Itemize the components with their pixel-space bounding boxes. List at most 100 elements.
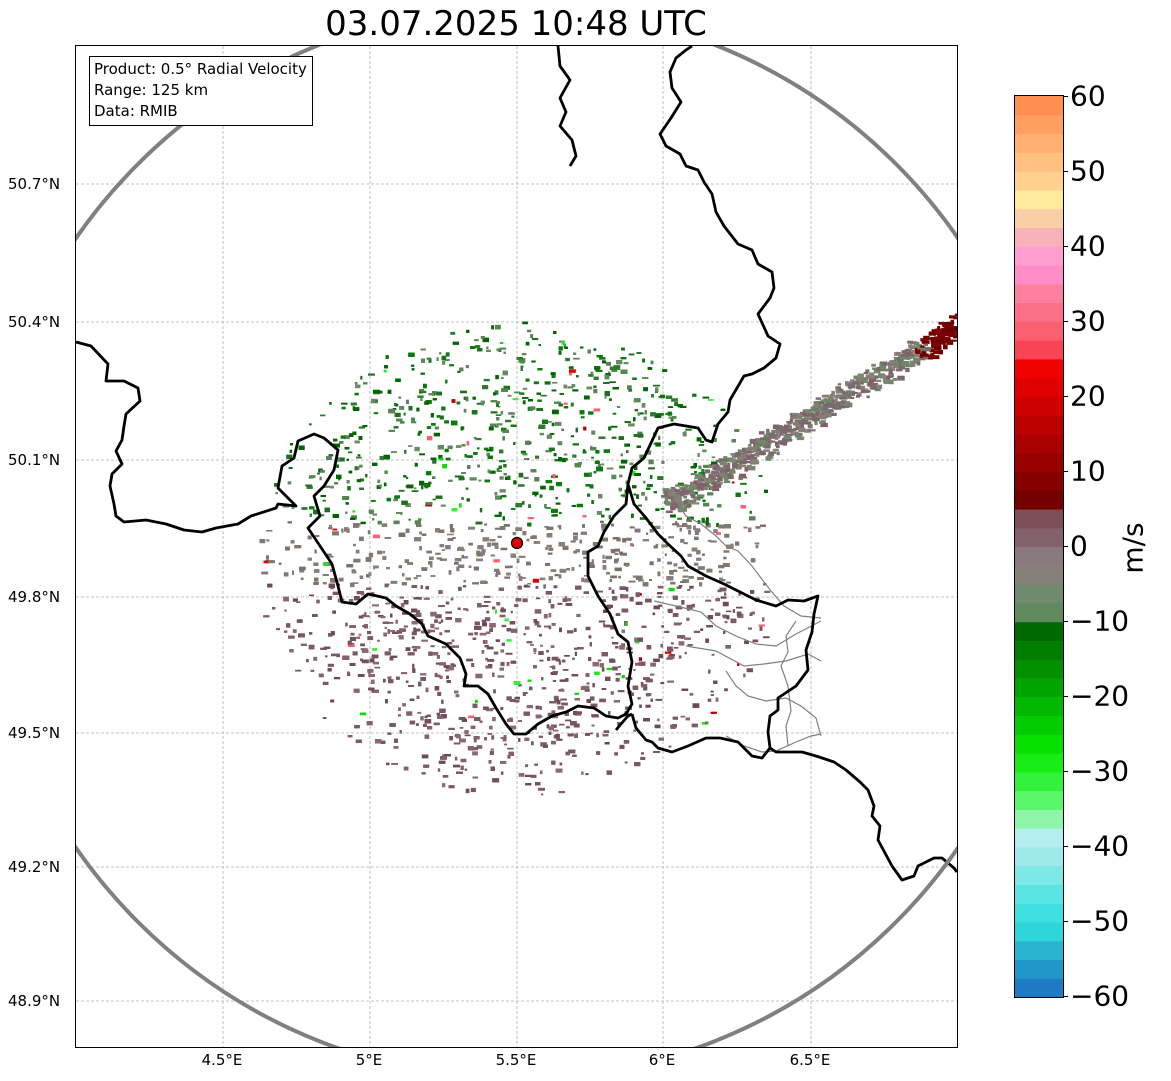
echo-pixel bbox=[657, 558, 661, 562]
echo-pixel bbox=[490, 766, 495, 771]
echo-pixel bbox=[529, 686, 533, 691]
echo-pixel bbox=[452, 664, 456, 667]
echo-pixel bbox=[763, 449, 770, 452]
echo-pixel bbox=[352, 651, 358, 656]
echo-pixel bbox=[604, 391, 610, 396]
radar-map[interactable] bbox=[76, 46, 957, 1047]
echo-pixel bbox=[368, 572, 372, 576]
echo-pixel bbox=[466, 329, 470, 333]
echo-pixel bbox=[439, 352, 442, 355]
echo-pixel bbox=[675, 605, 682, 609]
echo-pixel bbox=[543, 584, 546, 589]
echo-pixel bbox=[692, 502, 700, 505]
echo-pixel bbox=[468, 632, 474, 636]
echo-pixel bbox=[495, 324, 501, 330]
echo-pixel bbox=[776, 451, 780, 456]
echo-pixel bbox=[949, 315, 956, 319]
echo-pixel bbox=[539, 659, 544, 662]
echo-pixel bbox=[737, 613, 744, 618]
echo-pixel bbox=[603, 382, 610, 384]
echo-pixel bbox=[492, 717, 496, 722]
echo-pixel bbox=[283, 630, 288, 633]
echo-pixel bbox=[389, 656, 394, 661]
echo-pixel bbox=[400, 603, 405, 608]
echo-pixel bbox=[603, 449, 610, 453]
echo-pixel bbox=[587, 493, 591, 497]
echo-pixel bbox=[484, 523, 488, 526]
echo-pixel bbox=[691, 603, 695, 608]
echo-pixel bbox=[309, 423, 312, 426]
echo-pixel bbox=[309, 632, 313, 635]
echo-pixel bbox=[409, 698, 415, 701]
echo-pixel bbox=[387, 690, 391, 694]
echo-pixel bbox=[620, 494, 625, 497]
echo-pixel bbox=[621, 608, 629, 613]
echo-pixel bbox=[707, 698, 712, 702]
echo-pixel bbox=[611, 369, 618, 372]
echo-pixel bbox=[504, 576, 510, 579]
echo-pixel bbox=[588, 635, 592, 639]
echo-pixel bbox=[610, 575, 617, 579]
echo-pixel bbox=[385, 355, 389, 359]
echo-pixel bbox=[568, 749, 576, 754]
echo-pixel bbox=[670, 727, 676, 729]
echo-pixel bbox=[672, 613, 679, 617]
echo-pixel bbox=[394, 495, 400, 499]
echo-pixel bbox=[292, 629, 297, 633]
echo-pixel bbox=[341, 406, 346, 410]
echo-pixel bbox=[845, 381, 849, 386]
echo-pixel bbox=[707, 539, 712, 542]
echo-pixel bbox=[500, 771, 504, 775]
echo-pixel bbox=[323, 646, 331, 649]
echo-pixel bbox=[633, 729, 636, 732]
echo-pixel bbox=[292, 570, 294, 575]
echo-pixel bbox=[922, 356, 929, 360]
echo-pixel bbox=[688, 576, 694, 579]
echo-pixel bbox=[809, 408, 816, 412]
echo-pixel bbox=[436, 391, 442, 396]
echo-pixel bbox=[396, 418, 403, 422]
radar-map-panel[interactable] bbox=[75, 45, 958, 1048]
echo-pixel bbox=[486, 646, 494, 650]
echo-pixel bbox=[583, 449, 586, 453]
echo-pixel bbox=[682, 432, 687, 437]
echo-pixel bbox=[465, 365, 469, 369]
echo-pixel bbox=[793, 431, 799, 436]
echo-pixel bbox=[676, 525, 684, 528]
echo-pixel bbox=[357, 674, 365, 677]
echo-pixel bbox=[682, 575, 689, 578]
echo-pixel bbox=[474, 717, 481, 721]
echo-pixel bbox=[448, 727, 455, 730]
echo-pixel bbox=[421, 533, 427, 536]
echo-pixel bbox=[470, 725, 476, 729]
echo-pixel bbox=[886, 375, 891, 380]
echo-pixel bbox=[680, 538, 685, 543]
echo-pixel bbox=[655, 543, 659, 547]
echo-pixel bbox=[440, 504, 446, 507]
echo-pixel bbox=[522, 397, 529, 399]
echo-pixel bbox=[665, 510, 673, 514]
echo-pixel bbox=[718, 468, 724, 471]
echo-pixel bbox=[705, 638, 709, 643]
echo-pixel bbox=[925, 356, 933, 360]
echo-pixel bbox=[625, 564, 629, 567]
echo-pixel bbox=[451, 420, 458, 426]
echo-pixel bbox=[507, 475, 511, 480]
echo-pixel bbox=[498, 449, 504, 454]
echo-pixel bbox=[517, 720, 522, 722]
echo-pixel bbox=[908, 344, 912, 348]
echo-pixel bbox=[860, 389, 865, 394]
echo-pixel bbox=[455, 445, 462, 448]
echo-pixel bbox=[551, 375, 556, 378]
echo-pixel bbox=[597, 659, 602, 662]
echo-pixel bbox=[445, 669, 450, 672]
echo-pixel bbox=[516, 558, 520, 563]
echo-pixel bbox=[403, 412, 406, 416]
echo-pixel bbox=[667, 411, 672, 416]
echo-pixel bbox=[353, 558, 361, 563]
echo-pixel bbox=[634, 473, 641, 476]
echo-pixel bbox=[394, 403, 397, 406]
echo-pixel bbox=[692, 703, 700, 708]
echo-pixel bbox=[538, 344, 541, 346]
echo-pixel bbox=[876, 384, 883, 389]
